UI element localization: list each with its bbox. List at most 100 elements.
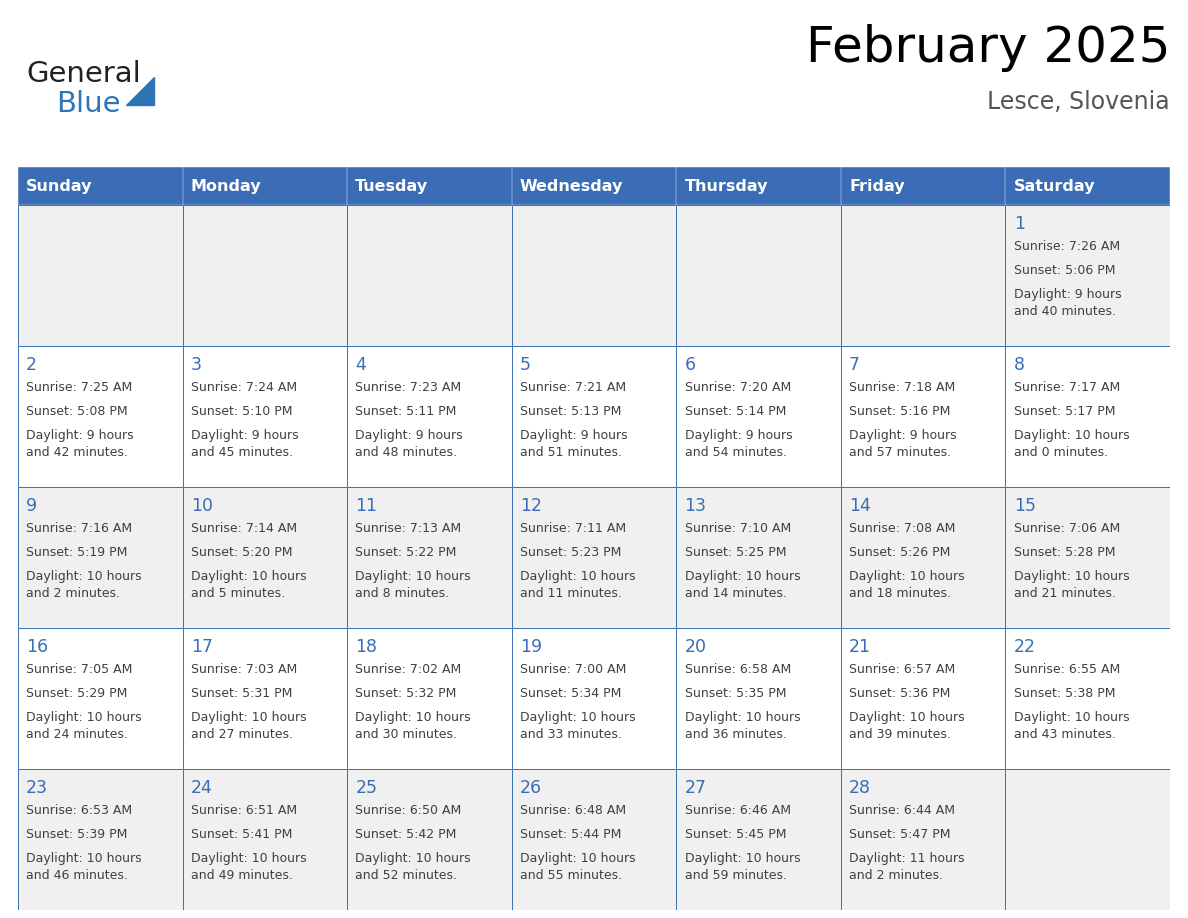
Text: Sunset: 5:06 PM: Sunset: 5:06 PM <box>1013 264 1116 277</box>
FancyBboxPatch shape <box>841 487 1005 628</box>
Text: Sunrise: 6:44 AM: Sunrise: 6:44 AM <box>849 804 955 817</box>
Text: Daylight: 10 hours
and 18 minutes.: Daylight: 10 hours and 18 minutes. <box>849 570 965 600</box>
FancyBboxPatch shape <box>841 628 1005 769</box>
Text: 4: 4 <box>355 356 366 374</box>
Text: Sunset: 5:17 PM: Sunset: 5:17 PM <box>1013 405 1116 419</box>
Text: Sunrise: 6:50 AM: Sunrise: 6:50 AM <box>355 804 462 817</box>
Text: 13: 13 <box>684 497 707 515</box>
Text: Sunset: 5:31 PM: Sunset: 5:31 PM <box>191 688 292 700</box>
Text: Sunrise: 6:58 AM: Sunrise: 6:58 AM <box>684 663 791 677</box>
Text: 10: 10 <box>191 497 213 515</box>
Text: Sunset: 5:47 PM: Sunset: 5:47 PM <box>849 828 950 841</box>
Text: Sunrise: 7:08 AM: Sunrise: 7:08 AM <box>849 522 955 535</box>
Text: Daylight: 10 hours
and 49 minutes.: Daylight: 10 hours and 49 minutes. <box>191 852 307 882</box>
Text: Sunset: 5:11 PM: Sunset: 5:11 PM <box>355 405 456 419</box>
Text: Saturday: Saturday <box>1013 178 1095 194</box>
Text: 8: 8 <box>1013 356 1025 374</box>
Text: Sunset: 5:38 PM: Sunset: 5:38 PM <box>1013 688 1116 700</box>
Text: Sunrise: 7:11 AM: Sunrise: 7:11 AM <box>520 522 626 535</box>
FancyBboxPatch shape <box>841 769 1005 910</box>
FancyBboxPatch shape <box>841 346 1005 487</box>
Text: General: General <box>26 60 140 88</box>
Text: Sunset: 5:16 PM: Sunset: 5:16 PM <box>849 405 950 419</box>
Text: Sunrise: 7:17 AM: Sunrise: 7:17 AM <box>1013 381 1120 394</box>
FancyBboxPatch shape <box>347 769 512 910</box>
Text: Sunset: 5:35 PM: Sunset: 5:35 PM <box>684 688 786 700</box>
Text: Daylight: 9 hours
and 51 minutes.: Daylight: 9 hours and 51 minutes. <box>520 430 627 459</box>
Text: Sunrise: 6:46 AM: Sunrise: 6:46 AM <box>684 804 790 817</box>
Text: Daylight: 10 hours
and 46 minutes.: Daylight: 10 hours and 46 minutes. <box>26 852 141 882</box>
Text: Daylight: 10 hours
and 33 minutes.: Daylight: 10 hours and 33 minutes. <box>520 711 636 741</box>
Text: Daylight: 9 hours
and 45 minutes.: Daylight: 9 hours and 45 minutes. <box>191 430 298 459</box>
Text: Sunrise: 7:02 AM: Sunrise: 7:02 AM <box>355 663 462 677</box>
Text: Sunrise: 7:20 AM: Sunrise: 7:20 AM <box>684 381 791 394</box>
FancyBboxPatch shape <box>347 628 512 769</box>
FancyBboxPatch shape <box>183 205 347 346</box>
FancyBboxPatch shape <box>18 769 183 910</box>
Text: Sunday: Sunday <box>26 178 93 194</box>
Text: 14: 14 <box>849 497 871 515</box>
Text: Sunset: 5:36 PM: Sunset: 5:36 PM <box>849 688 950 700</box>
Text: Blue: Blue <box>56 90 120 118</box>
Text: Sunset: 5:29 PM: Sunset: 5:29 PM <box>26 688 127 700</box>
Text: Sunset: 5:10 PM: Sunset: 5:10 PM <box>191 405 292 419</box>
Text: Sunset: 5:19 PM: Sunset: 5:19 PM <box>26 546 127 559</box>
FancyBboxPatch shape <box>1005 487 1170 628</box>
Text: Sunset: 5:45 PM: Sunset: 5:45 PM <box>684 828 786 841</box>
Text: 21: 21 <box>849 638 871 655</box>
Text: Daylight: 11 hours
and 2 minutes.: Daylight: 11 hours and 2 minutes. <box>849 852 965 882</box>
Text: Sunset: 5:32 PM: Sunset: 5:32 PM <box>355 688 456 700</box>
Text: Sunrise: 7:23 AM: Sunrise: 7:23 AM <box>355 381 461 394</box>
Text: Daylight: 9 hours
and 54 minutes.: Daylight: 9 hours and 54 minutes. <box>684 430 792 459</box>
FancyBboxPatch shape <box>1005 205 1170 346</box>
Text: Monday: Monday <box>191 178 261 194</box>
Text: Sunset: 5:41 PM: Sunset: 5:41 PM <box>191 828 292 841</box>
FancyBboxPatch shape <box>676 346 841 487</box>
Text: 6: 6 <box>684 356 696 374</box>
Text: Sunrise: 6:48 AM: Sunrise: 6:48 AM <box>520 804 626 817</box>
Text: Sunset: 5:23 PM: Sunset: 5:23 PM <box>520 546 621 559</box>
FancyBboxPatch shape <box>18 346 183 487</box>
Text: Daylight: 9 hours
and 48 minutes.: Daylight: 9 hours and 48 minutes. <box>355 430 463 459</box>
Text: Thursday: Thursday <box>684 178 767 194</box>
Text: Sunset: 5:39 PM: Sunset: 5:39 PM <box>26 828 127 841</box>
FancyBboxPatch shape <box>347 167 512 205</box>
FancyBboxPatch shape <box>18 487 183 628</box>
Text: 17: 17 <box>191 638 213 655</box>
FancyBboxPatch shape <box>676 628 841 769</box>
Text: Lesce, Slovenia: Lesce, Slovenia <box>987 90 1170 114</box>
Text: 25: 25 <box>355 778 378 797</box>
Text: 9: 9 <box>26 497 37 515</box>
Text: Sunset: 5:44 PM: Sunset: 5:44 PM <box>520 828 621 841</box>
Text: Sunrise: 7:25 AM: Sunrise: 7:25 AM <box>26 381 133 394</box>
Text: Sunset: 5:26 PM: Sunset: 5:26 PM <box>849 546 950 559</box>
Polygon shape <box>126 77 154 105</box>
Text: Sunset: 5:08 PM: Sunset: 5:08 PM <box>26 405 128 419</box>
Text: Sunset: 5:22 PM: Sunset: 5:22 PM <box>355 546 456 559</box>
Text: 22: 22 <box>1013 638 1036 655</box>
Text: Sunset: 5:34 PM: Sunset: 5:34 PM <box>520 688 621 700</box>
Text: 23: 23 <box>26 778 49 797</box>
FancyBboxPatch shape <box>18 205 183 346</box>
Text: Sunrise: 7:24 AM: Sunrise: 7:24 AM <box>191 381 297 394</box>
Text: 5: 5 <box>520 356 531 374</box>
Text: Daylight: 10 hours
and 39 minutes.: Daylight: 10 hours and 39 minutes. <box>849 711 965 741</box>
FancyBboxPatch shape <box>1005 167 1170 205</box>
Text: Sunrise: 7:26 AM: Sunrise: 7:26 AM <box>1013 241 1120 253</box>
Text: Daylight: 10 hours
and 59 minutes.: Daylight: 10 hours and 59 minutes. <box>684 852 801 882</box>
Text: Daylight: 9 hours
and 42 minutes.: Daylight: 9 hours and 42 minutes. <box>26 430 134 459</box>
Text: Sunrise: 7:21 AM: Sunrise: 7:21 AM <box>520 381 626 394</box>
Text: Sunrise: 7:18 AM: Sunrise: 7:18 AM <box>849 381 955 394</box>
Text: Daylight: 10 hours
and 30 minutes.: Daylight: 10 hours and 30 minutes. <box>355 711 470 741</box>
FancyBboxPatch shape <box>676 769 841 910</box>
Text: 11: 11 <box>355 497 378 515</box>
Text: 3: 3 <box>191 356 202 374</box>
Text: Daylight: 10 hours
and 55 minutes.: Daylight: 10 hours and 55 minutes. <box>520 852 636 882</box>
Text: Sunrise: 7:05 AM: Sunrise: 7:05 AM <box>26 663 133 677</box>
FancyBboxPatch shape <box>841 205 1005 346</box>
Text: Sunset: 5:42 PM: Sunset: 5:42 PM <box>355 828 456 841</box>
FancyBboxPatch shape <box>183 346 347 487</box>
Text: Sunset: 5:28 PM: Sunset: 5:28 PM <box>1013 546 1116 559</box>
FancyBboxPatch shape <box>512 167 676 205</box>
Text: Sunrise: 7:10 AM: Sunrise: 7:10 AM <box>684 522 791 535</box>
